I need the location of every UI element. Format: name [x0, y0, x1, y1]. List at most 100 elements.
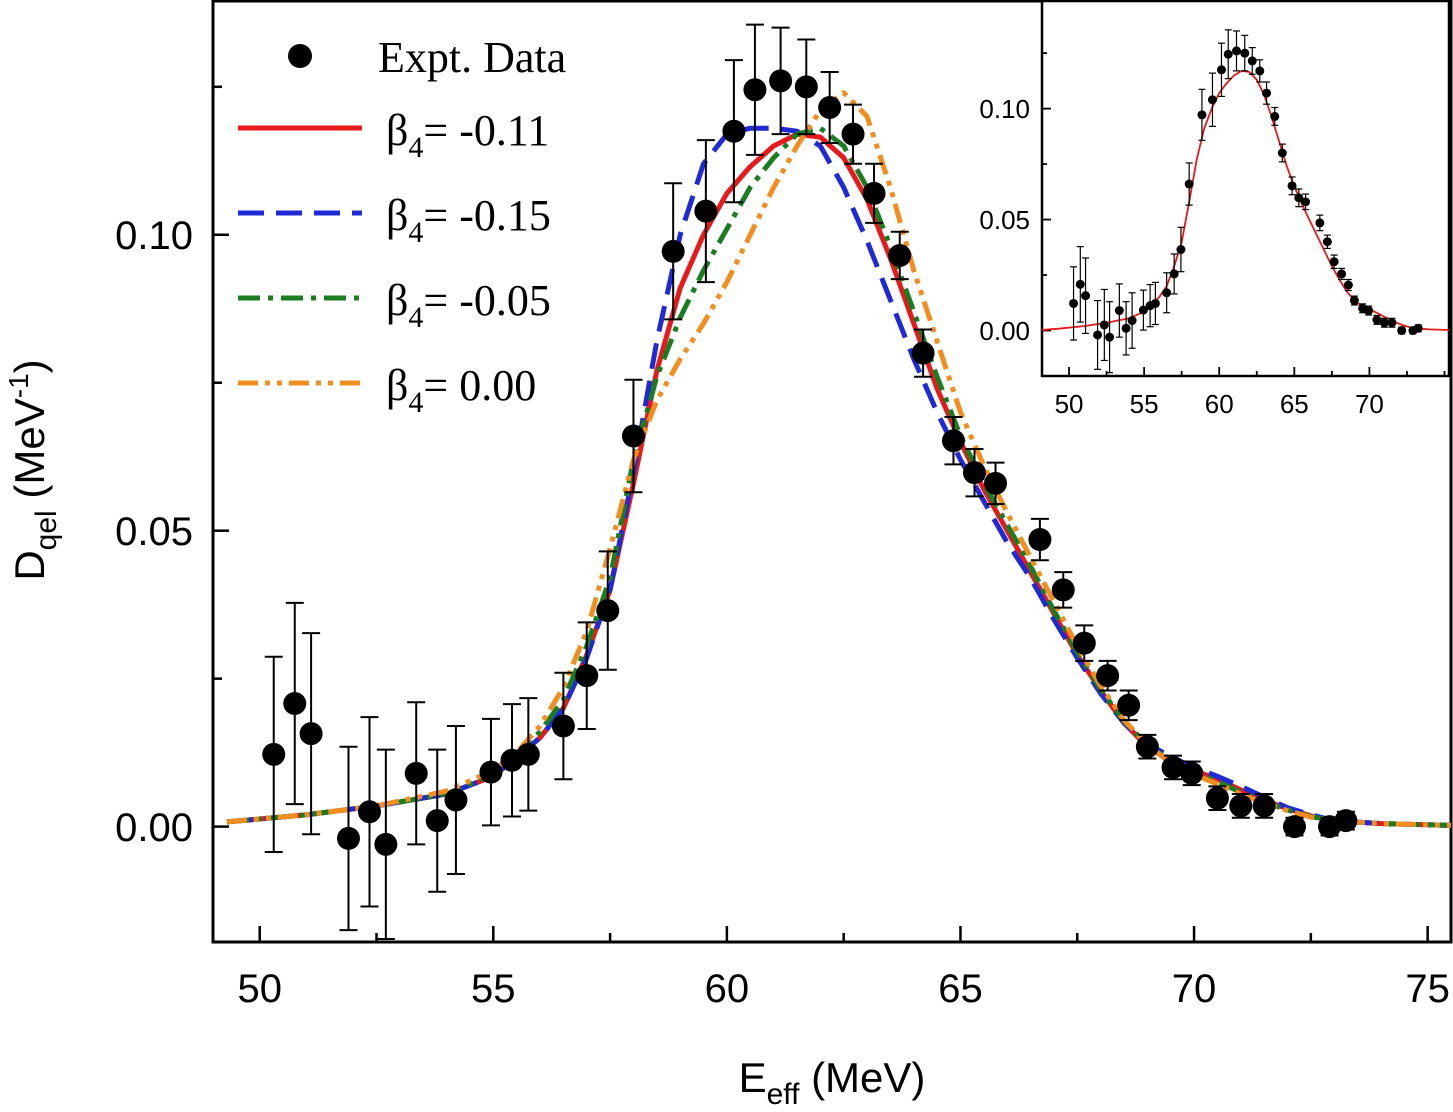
data-marker	[1413, 323, 1423, 333]
main-plot-frame	[211, 0, 1453, 944]
data-point	[425, 748, 449, 893]
x-tick-label: 65	[938, 967, 983, 1011]
data-marker	[1287, 181, 1297, 191]
x-tick-label: 55	[1130, 389, 1159, 419]
data-marker	[1205, 786, 1229, 810]
data-marker	[1069, 298, 1079, 308]
y-tick-label: 0.10	[115, 214, 193, 258]
data-point	[1197, 88, 1207, 141]
data-point	[1262, 81, 1272, 105]
x-tick-label: 70	[1355, 389, 1384, 419]
data-marker	[1114, 306, 1124, 316]
data-marker	[1379, 318, 1389, 328]
data-point	[1081, 257, 1091, 334]
data-marker	[1207, 95, 1217, 105]
data-point	[283, 601, 307, 806]
data-point	[479, 717, 503, 827]
y-tick-label: 0.00	[115, 806, 193, 850]
data-point	[1205, 785, 1229, 812]
y-tick-label: 0.00	[979, 316, 1030, 346]
data-point	[1364, 305, 1374, 316]
data-point	[1334, 809, 1358, 833]
inset-y-axis: 0.00 0.05 0.10	[979, 52, 1051, 346]
data-marker	[1349, 296, 1359, 306]
data-marker	[661, 239, 685, 263]
data-point	[722, 59, 746, 204]
data-marker	[1135, 735, 1159, 759]
data-marker	[769, 69, 793, 93]
data-marker	[1105, 332, 1115, 342]
data-point	[911, 328, 935, 378]
data-point	[1387, 317, 1397, 328]
data-point	[1093, 299, 1103, 370]
data-marker	[1364, 306, 1374, 316]
curve-beta4-neg-0-15	[226, 125, 1451, 828]
data-point	[984, 461, 1008, 506]
data-point	[1145, 283, 1155, 328]
data-marker	[1387, 318, 1397, 328]
data-marker	[358, 800, 382, 824]
data-marker	[1337, 269, 1347, 279]
data-point	[1138, 289, 1148, 331]
data-marker	[283, 691, 307, 715]
data-point	[358, 716, 382, 908]
x-tick-label: 60	[705, 967, 750, 1011]
data-point	[1301, 193, 1311, 211]
legend-label-expt-data: Expt. Data	[378, 33, 566, 82]
data-marker	[888, 243, 912, 267]
data-point	[794, 38, 818, 136]
data-point	[1127, 292, 1137, 349]
data-point	[1270, 106, 1280, 126]
data-marker	[1270, 111, 1280, 121]
data-marker	[818, 96, 842, 120]
legend-label-beta-neg-0-11: β4= -0.11	[386, 106, 549, 164]
data-point	[1247, 46, 1257, 75]
data-point	[1322, 234, 1332, 250]
data-marker	[1334, 809, 1358, 833]
data-marker	[962, 461, 986, 485]
data-point	[818, 71, 842, 145]
data-point	[1169, 253, 1179, 295]
data-marker	[336, 826, 360, 850]
data-point	[299, 632, 323, 836]
data-point	[1105, 301, 1115, 374]
data-point	[1287, 176, 1297, 196]
data-point	[575, 621, 599, 730]
data-point	[1117, 689, 1141, 722]
data-point	[1028, 517, 1052, 562]
data-marker	[1322, 237, 1332, 247]
data-point	[1372, 314, 1382, 325]
data-marker	[1184, 179, 1194, 189]
legend-marker-expt-data	[288, 44, 312, 68]
data-point	[694, 139, 718, 284]
data-marker	[862, 181, 886, 205]
data-marker	[1028, 528, 1052, 552]
x-tick-label: 60	[1205, 389, 1234, 419]
data-point	[1231, 30, 1241, 72]
data-point	[262, 655, 286, 854]
data-marker	[551, 714, 575, 738]
data-marker	[1075, 279, 1085, 289]
legend-label-beta-neg-0-05: β4= -0.05	[386, 276, 551, 334]
data-point	[1343, 278, 1353, 292]
data-point	[1240, 34, 1250, 72]
data-point	[1294, 188, 1304, 208]
data-marker	[1072, 631, 1096, 655]
data-marker	[1255, 66, 1265, 76]
data-point	[1282, 815, 1306, 839]
data-point	[336, 745, 360, 932]
data-point	[621, 378, 645, 494]
data-point	[374, 748, 398, 941]
data-marker	[1096, 664, 1120, 688]
data-marker	[794, 75, 818, 99]
data-marker	[1397, 326, 1407, 336]
x-tick-label: 70	[1172, 967, 1217, 1011]
data-point	[1207, 72, 1217, 127]
x-tick-label: 75	[1405, 967, 1450, 1011]
data-marker	[1176, 245, 1186, 255]
data-marker	[1229, 794, 1253, 818]
data-marker	[299, 722, 323, 746]
data-point	[1121, 301, 1131, 356]
data-point	[769, 26, 793, 136]
data-marker	[1093, 330, 1103, 340]
